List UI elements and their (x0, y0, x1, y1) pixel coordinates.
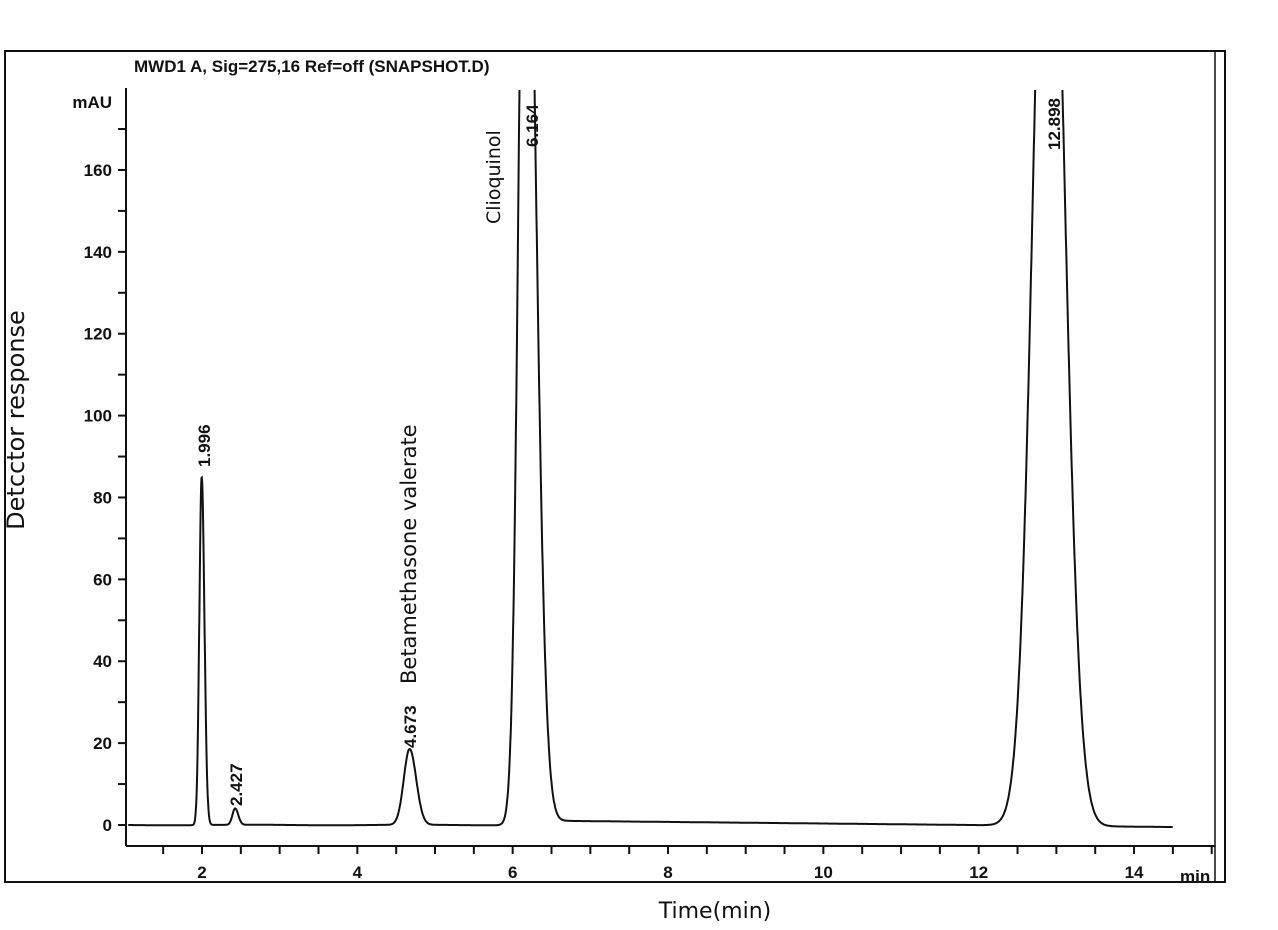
x-tick-label: 6 (508, 863, 517, 882)
y-tick-label: 160 (84, 161, 112, 180)
peak-rt-label: 6.164 (523, 104, 542, 147)
x-tick-label: 14 (1125, 863, 1144, 882)
x-axis-title: Time(min) (658, 899, 772, 924)
outer-frame (4, 50, 1226, 883)
chart-title: MWD1 A, Sig=275,16 Ref=off (SNAPSHOT.D) (134, 57, 490, 76)
y-tick-label: 20 (93, 734, 112, 753)
x-tick-label: 2 (197, 863, 206, 882)
peak-rt-label: 2.427 (227, 763, 246, 806)
y-tick-label: 80 (93, 488, 112, 507)
x-tick-label: 10 (814, 863, 833, 882)
y-tick-label: 120 (84, 325, 112, 344)
x-unit-label: min (1180, 867, 1210, 886)
y-tick-label: 40 (93, 652, 112, 671)
y-tick-label: 60 (93, 570, 112, 589)
peak-compound-label: Betamethasone valerate (397, 424, 421, 684)
peak-rt-label: 1.996 (195, 424, 214, 467)
y-axis-title: Detcctor response (2, 310, 30, 530)
x-tick-label: 4 (353, 863, 363, 882)
y-unit-label: mAU (72, 93, 112, 112)
y-tick-label: 140 (84, 243, 112, 262)
peak-rt-label: 4.673 (401, 705, 420, 748)
y-tick-label: 0 (103, 816, 112, 835)
chromatogram-trace (128, 90, 1173, 828)
x-tick-label: 12 (969, 863, 988, 882)
peak-compound-label: Clioquinol (483, 130, 505, 224)
peak-rt-label: 12.898 (1045, 98, 1064, 150)
y-tick-label: 100 (84, 407, 112, 426)
x-tick-label: 8 (663, 863, 672, 882)
